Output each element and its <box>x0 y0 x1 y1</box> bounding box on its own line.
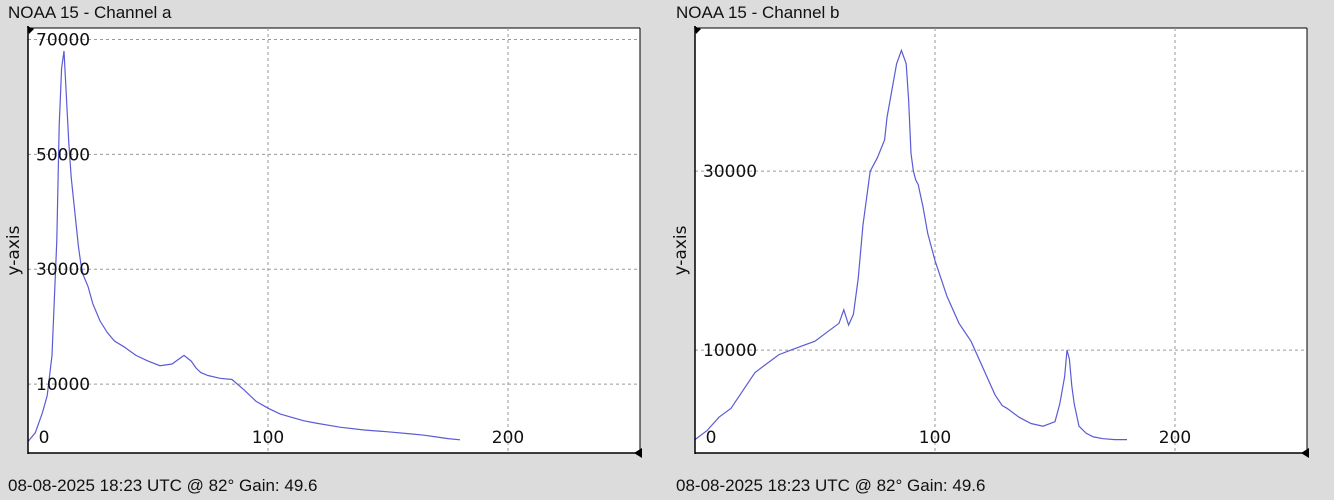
y-tick-label-a: 50000 <box>36 145 90 165</box>
plot-area-b <box>695 28 1307 453</box>
y-tick-label-a: 30000 <box>36 260 90 280</box>
x-axis-arrow-b <box>1301 448 1309 458</box>
y-axis-label-b: y-axis <box>671 225 691 275</box>
y-axis-arrow-a <box>27 26 34 34</box>
chart-channel-b: 0 100 200 10000 30000 y-axis <box>671 26 1309 458</box>
panel-a-title: NOAA 15 - Channel a <box>8 3 172 22</box>
x-tick-label-b: 0 <box>706 428 717 448</box>
x-tick-label-a: 0 <box>39 428 50 448</box>
x-axis-arrow-a <box>634 448 642 458</box>
series-line-b <box>694 48 1127 441</box>
panel-a-footer: 08-08-2025 18:23 UTC @ 82° Gain: 49.6 <box>8 476 318 495</box>
y-tick-label-a: 10000 <box>36 375 90 395</box>
plot-area-a <box>28 28 640 453</box>
x-tick-label-a: 200 <box>492 428 524 448</box>
chart-channel-a: 0 100 200 10000 30000 50000 70000 y-axis <box>4 26 642 458</box>
x-tick-label-a: 100 <box>252 428 284 448</box>
y-axis-label-a: y-axis <box>4 225 24 275</box>
x-tick-label-b: 100 <box>919 428 951 448</box>
series-line-a <box>27 50 461 442</box>
panel-b-title: NOAA 15 - Channel b <box>676 3 840 22</box>
x-tick-label-b: 200 <box>1159 428 1191 448</box>
y-tick-label-b: 30000 <box>703 162 757 182</box>
y-axis-arrow-b <box>694 26 701 34</box>
y-tick-label-a: 70000 <box>36 30 90 50</box>
panel-b-footer: 08-08-2025 18:23 UTC @ 82° Gain: 49.6 <box>676 476 986 495</box>
y-tick-label-b: 10000 <box>703 341 757 361</box>
